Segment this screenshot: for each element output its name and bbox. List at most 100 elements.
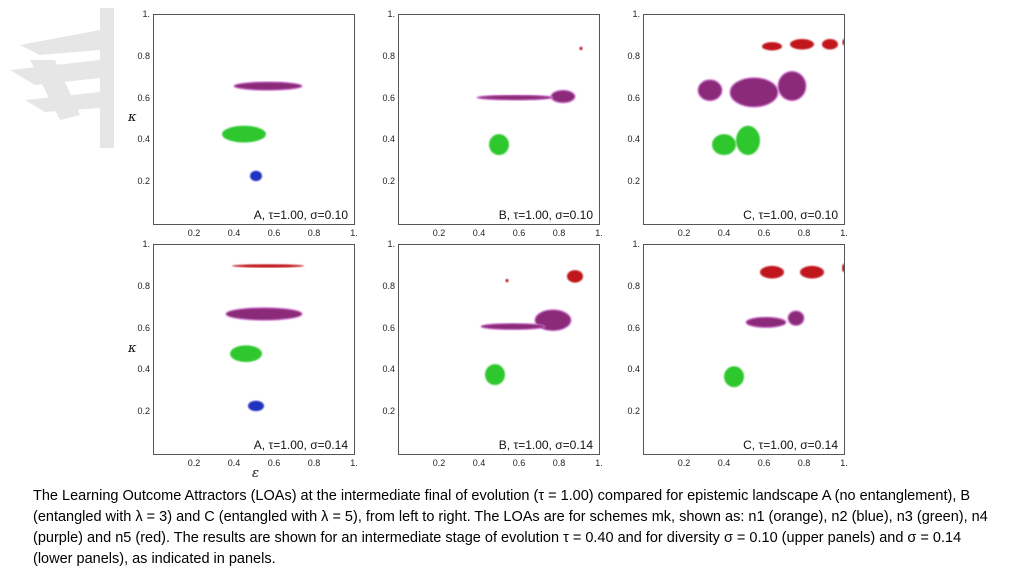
panel-title: C, τ=1.00, σ=0.14 bbox=[743, 438, 838, 452]
attractor-region-n4 bbox=[233, 81, 303, 91]
plot-area bbox=[476, 46, 583, 156]
x-tick-label: 0.4 bbox=[227, 228, 241, 238]
attractor-region-n4 bbox=[777, 70, 807, 102]
y-tick-label: 0.4 bbox=[382, 364, 395, 375]
x-tick-label: 0.6 bbox=[512, 228, 526, 238]
plot-area bbox=[697, 39, 844, 156]
y-tick-label: 0.2 bbox=[382, 406, 395, 417]
attractor-region-n3 bbox=[485, 364, 505, 386]
y-tick-label: 0.4 bbox=[137, 364, 150, 375]
attractor-region-n4 bbox=[697, 79, 723, 102]
x-tick-label: 1. bbox=[350, 228, 358, 238]
attractor-region-n4 bbox=[729, 77, 779, 108]
chart-panel: 0.2 0.4 0.6 0.8 1. 0.2 0.4 0.6 0.8 1. A, τ=1.00, σ… bbox=[137, 9, 357, 238]
y-tick-label: 1. bbox=[387, 239, 395, 249]
y-tick-label: 0.8 bbox=[382, 50, 395, 61]
x-tick-label: 1. bbox=[595, 458, 603, 468]
x-tick-label: 0.8 bbox=[797, 458, 811, 468]
plot-area bbox=[225, 264, 304, 412]
attractor-region-n5 bbox=[800, 265, 824, 279]
attractor-region-n5 bbox=[762, 42, 782, 51]
plot-area bbox=[222, 81, 303, 182]
y-tick-label: 0.2 bbox=[627, 406, 640, 417]
y-tick-label: 0.8 bbox=[627, 280, 640, 291]
attractor-region-n4 bbox=[745, 316, 787, 329]
y-tick-label: 0.6 bbox=[137, 322, 150, 333]
attractor-region-n3 bbox=[724, 366, 744, 388]
y-tick-label: 0.4 bbox=[382, 134, 395, 145]
x-tick-label: 0.8 bbox=[797, 228, 811, 238]
y-tick-label: 0.6 bbox=[137, 92, 150, 103]
attractor-region-n4 bbox=[480, 322, 546, 331]
y-tick-label: 0.6 bbox=[382, 92, 395, 103]
attractor-region-n2 bbox=[250, 170, 262, 182]
y-tick-label: 0.6 bbox=[627, 92, 640, 103]
chart-panel: 0.2 0.4 0.6 0.8 1. 0.2 0.4 0.6 0.8 1. B, τ=1.00, σ… bbox=[382, 9, 602, 238]
y-tick-label: 1. bbox=[387, 9, 395, 19]
x-tick-label: 0.6 bbox=[267, 458, 281, 468]
y-tick-label: 0.2 bbox=[382, 176, 395, 187]
y-tick-label: 0.4 bbox=[627, 364, 640, 375]
y-tick-label: 0.2 bbox=[627, 176, 640, 187]
attractor-region-n5 bbox=[579, 46, 583, 51]
attractor-region-n2 bbox=[248, 400, 264, 412]
chart-panel: 0.2 0.4 0.6 0.8 1. 0.2 0.4 0.6 0.8 1. B, τ=1.00, σ… bbox=[382, 239, 602, 468]
chart-panel: 0.2 0.4 0.6 0.8 1. 0.2 0.4 0.6 0.8 1. C, τ=1.00, σ… bbox=[627, 239, 847, 468]
attractor-region-n5 bbox=[822, 39, 838, 50]
x-tick-label: 0.6 bbox=[267, 228, 281, 238]
y-tick-label: 0.2 bbox=[137, 176, 150, 187]
x-tick-label: 0.2 bbox=[432, 228, 446, 238]
x-tick-label: 0.8 bbox=[552, 458, 566, 468]
panel-title: B, τ=1.00, σ=0.14 bbox=[498, 438, 593, 452]
x-axis-symbol: ε bbox=[252, 466, 259, 481]
panel-title: C, τ=1.00, σ=0.10 bbox=[743, 208, 838, 222]
plot-area bbox=[480, 270, 583, 386]
y-axis-symbol-top: κ bbox=[128, 110, 137, 125]
attractor-region-n3 bbox=[736, 125, 760, 156]
attractor-region-n3 bbox=[712, 134, 736, 156]
y-tick-label: 0.4 bbox=[627, 134, 640, 145]
x-tick-label: 0.6 bbox=[757, 458, 771, 468]
attractor-region-n4 bbox=[225, 307, 303, 321]
x-tick-label: 0.6 bbox=[757, 228, 771, 238]
x-tick-label: 0.2 bbox=[677, 228, 691, 238]
y-tick-label: 0.8 bbox=[382, 280, 395, 291]
attractor-region-n5 bbox=[842, 39, 844, 46]
attractor-region-n4 bbox=[550, 89, 576, 104]
attractor-region-n5 bbox=[567, 270, 583, 283]
y-tick-label: 1. bbox=[632, 9, 640, 19]
x-tick-label: 0.8 bbox=[552, 228, 566, 238]
x-tick-label: 1. bbox=[840, 458, 848, 468]
attractor-region-n3 bbox=[222, 125, 266, 143]
x-tick-label: 0.6 bbox=[512, 458, 526, 468]
x-tick-label: 1. bbox=[595, 228, 603, 238]
x-tick-label: 1. bbox=[350, 458, 358, 468]
x-tick-label: 0.4 bbox=[472, 458, 486, 468]
x-tick-label: 0.4 bbox=[472, 228, 486, 238]
plot-area bbox=[724, 263, 844, 388]
chart-panel: 0.2 0.4 0.6 0.8 1. 0.2 0.4 0.6 0.8 1. C, τ=1.00, σ… bbox=[627, 9, 847, 238]
x-tick-label: 0.8 bbox=[307, 228, 321, 238]
y-axis-symbol-bottom: κ bbox=[128, 341, 137, 356]
y-tick-label: 0.8 bbox=[137, 280, 150, 291]
y-tick-label: 1. bbox=[142, 239, 150, 249]
attractor-region-n5 bbox=[232, 264, 304, 268]
chart-panel: 0.2 0.4 0.6 0.8 1. 0.2 0.4 0.6 0.8 1. A, τ=1.00, σ… bbox=[137, 239, 357, 468]
watermark-logo bbox=[10, 8, 114, 148]
x-tick-label: 0.2 bbox=[432, 458, 446, 468]
x-tick-label: 0.8 bbox=[307, 458, 321, 468]
x-tick-label: 0.4 bbox=[717, 458, 731, 468]
panel-title: B, τ=1.00, σ=0.10 bbox=[498, 208, 593, 222]
attractor-region-n5 bbox=[760, 265, 784, 279]
x-tick-label: 0.2 bbox=[187, 228, 201, 238]
x-tick-label: 0.4 bbox=[227, 458, 241, 468]
x-tick-label: 0.4 bbox=[717, 228, 731, 238]
attractor-region-n3 bbox=[489, 134, 509, 156]
attractor-region-n4 bbox=[787, 310, 805, 326]
y-tick-label: 0.6 bbox=[382, 322, 395, 333]
panel-title: A, τ=1.00, σ=0.14 bbox=[253, 438, 348, 452]
x-tick-label: 1. bbox=[840, 228, 848, 238]
attractor-region-n5 bbox=[842, 263, 844, 273]
y-tick-label: 0.2 bbox=[137, 406, 150, 417]
attractor-region-n3 bbox=[230, 345, 262, 363]
